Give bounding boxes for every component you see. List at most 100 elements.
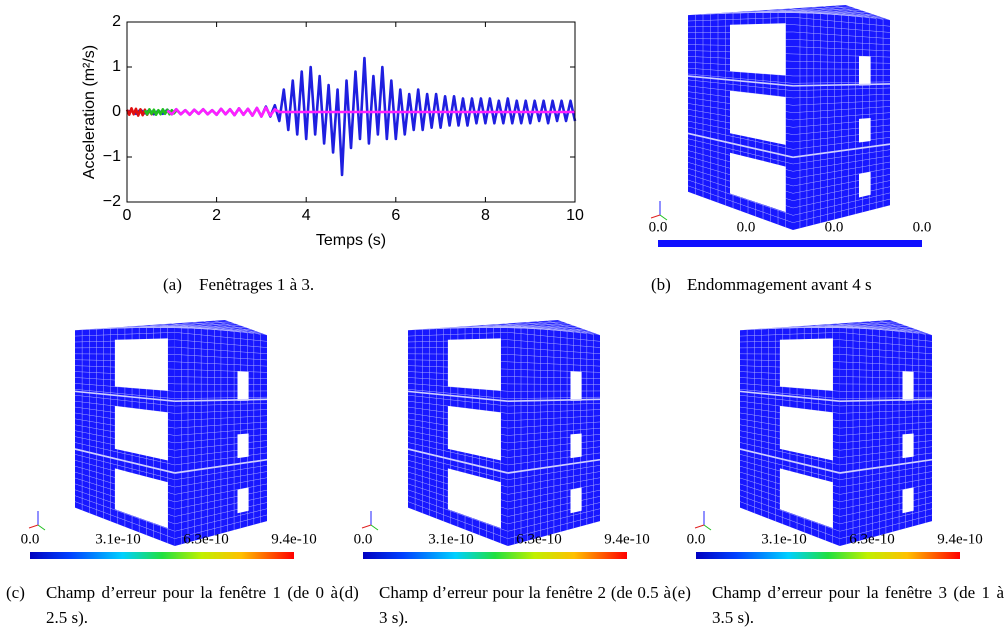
floor-slab: [507, 458, 601, 474]
axis-triad: [703, 524, 712, 531]
mesh-line: [174, 421, 268, 429]
series-line: [143, 108, 178, 116]
mesh-line: [174, 332, 268, 342]
mesh-line: [174, 403, 268, 407]
mesh-line: [174, 346, 268, 354]
colorbar-label: 0.0: [649, 219, 668, 235]
window: [237, 487, 249, 514]
floor-slab: [174, 398, 268, 403]
mesh-line: [162, 325, 262, 334]
colorbar-label: 0.0: [737, 219, 756, 235]
mesh-line: [507, 403, 601, 407]
x-tick-label: 6: [391, 207, 400, 224]
mesh-line: [793, 39, 891, 45]
caption-text: Champ d’erreur pour la fenêtre 1 (de 0 à…: [46, 583, 338, 627]
mesh-line: [174, 415, 268, 421]
mesh-model: [739, 320, 933, 546]
mesh-line: [174, 465, 268, 480]
mesh-line: [839, 502, 933, 525]
caption-text: Champ d’erreur pour la fenêtre 2 (de 0.5…: [379, 583, 671, 627]
roof: [740, 320, 932, 336]
mesh-line: [507, 489, 601, 510]
mesh-line: [174, 483, 268, 503]
window: [859, 118, 871, 143]
mesh-line: [507, 496, 601, 517]
x-tick-label: 0: [123, 207, 132, 224]
mesh-line: [174, 427, 268, 436]
mesh-line: [792, 174, 891, 194]
colorbar-label: 0.0: [825, 219, 844, 235]
caption: (c) Champ d’erreur pour la fenêtre 1 (de …: [6, 580, 338, 630]
x-tick-label: 4: [302, 207, 311, 224]
x-axis-label: Temps (s): [316, 232, 386, 249]
mesh-line: [793, 93, 891, 99]
caption-label: (d): [339, 583, 359, 602]
mesh-line: [839, 403, 933, 407]
window: [447, 468, 501, 529]
mesh-line: [687, 179, 794, 216]
mesh-line: [174, 502, 268, 525]
colorbar: [658, 240, 922, 247]
mesh-line: [739, 394, 840, 407]
mesh-line: [793, 137, 891, 150]
mesh-line: [739, 332, 840, 337]
mesh-line: [507, 383, 601, 385]
mesh-line: [507, 361, 601, 367]
mesh-line: [792, 180, 891, 201]
mesh-line: [839, 440, 933, 451]
mesh-line: [495, 325, 595, 334]
caption-text: Champ d’erreur pour la fenêtre 3 (de 1 à…: [712, 583, 1004, 627]
window: [859, 56, 871, 86]
mesh-line: [174, 368, 268, 373]
mesh-line: [793, 24, 891, 33]
mesh-line: [507, 376, 601, 379]
mesh-line: [839, 361, 933, 367]
mesh-line: [793, 155, 891, 172]
mesh-line: [839, 339, 933, 348]
floor-slab: [407, 390, 508, 403]
mesh-line: [739, 389, 840, 399]
axis-triad: [650, 214, 661, 219]
mesh-model: [407, 320, 601, 546]
window: [779, 338, 833, 391]
mesh-line: [839, 421, 933, 429]
mesh-line: [793, 61, 891, 64]
mesh-line: [687, 138, 794, 165]
colorbar-label: 3.1e-10: [428, 531, 473, 547]
mesh-line: [407, 332, 508, 337]
mesh-line: [739, 495, 840, 532]
mesh-line: [839, 415, 933, 421]
mesh-line: [839, 434, 933, 444]
floor-slab: [407, 448, 509, 474]
mesh-line: [792, 186, 891, 209]
mesh-line: [792, 167, 891, 187]
mesh-line: [507, 452, 601, 466]
y-axis-label: Acceleration (m²/s): [81, 45, 98, 179]
mesh-line: [687, 73, 794, 84]
window: [779, 406, 833, 461]
mesh-line: [687, 17, 794, 22]
mesh-line: [112, 325, 241, 329]
window: [447, 338, 501, 391]
mesh-line: [687, 126, 794, 150]
mesh-line: [74, 332, 175, 337]
floor-slab: [74, 448, 176, 474]
mesh-line: [839, 368, 933, 373]
window: [730, 152, 786, 213]
floor-slab: [687, 75, 794, 87]
mesh-line: [793, 46, 891, 52]
mesh-line: [174, 477, 268, 495]
mesh-line: [174, 514, 268, 539]
window: [114, 338, 168, 391]
colorbar-label: 9.4e-10: [271, 531, 316, 547]
caption: (b) Endommagement avant 4 s: [651, 272, 872, 297]
mesh-line: [174, 446, 268, 458]
mesh-line: [74, 389, 175, 399]
mesh-line: [793, 106, 891, 113]
colorbar-label: 3.1e-10: [95, 531, 140, 547]
mesh-line: [174, 396, 268, 399]
window: [730, 90, 786, 145]
axis-triad: [694, 524, 705, 529]
mesh-line: [174, 383, 268, 385]
y-tick-label: 1: [112, 58, 121, 75]
